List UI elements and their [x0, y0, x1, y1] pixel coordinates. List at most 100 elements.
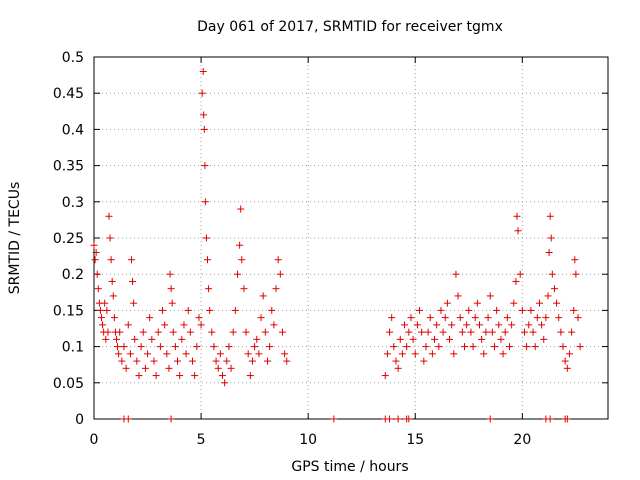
data-point [166, 270, 174, 278]
data-point [200, 125, 208, 133]
data-point [278, 328, 286, 336]
data-point [420, 357, 428, 365]
data-point [93, 270, 101, 278]
chart-title: Day 061 of 2017, SRMTID for receiver tgm… [197, 19, 503, 35]
data-point [227, 364, 235, 372]
data-point [548, 270, 556, 278]
data-point [452, 270, 460, 278]
data-point [461, 343, 469, 351]
y-tick-label: 0.05 [53, 376, 84, 392]
data-point [150, 357, 158, 365]
data-point-zero [563, 415, 571, 423]
data-point [101, 299, 109, 307]
data-point [454, 292, 462, 300]
data-point [91, 256, 99, 264]
data-point [458, 328, 466, 336]
data-point [418, 328, 426, 336]
data-point [103, 306, 111, 314]
data-point [281, 350, 289, 358]
data-point [426, 314, 434, 322]
data-point [523, 343, 531, 351]
data-point [199, 67, 207, 75]
grid-layer [94, 57, 608, 419]
data-point [446, 335, 454, 343]
data-point [176, 372, 184, 380]
data-point [129, 277, 137, 285]
data-point [141, 364, 149, 372]
data-point [174, 357, 182, 365]
data-point [433, 321, 441, 329]
data-point [510, 299, 518, 307]
data-point [259, 292, 267, 300]
data-point [206, 306, 214, 314]
data-point [167, 285, 175, 293]
data-point [478, 335, 486, 343]
data-point [463, 321, 471, 329]
data-point [565, 350, 573, 358]
data-point [102, 335, 110, 343]
data-point [480, 350, 488, 358]
data-point [531, 343, 539, 351]
data-point [550, 285, 558, 293]
data-point [467, 328, 475, 336]
data-point [409, 335, 417, 343]
data-point [505, 343, 513, 351]
data-point [542, 314, 550, 322]
data-point [545, 248, 553, 256]
data-point [392, 357, 400, 365]
data-point [116, 328, 124, 336]
data-point [255, 350, 263, 358]
data-point [201, 162, 209, 170]
data-point [403, 343, 411, 351]
data-point [276, 270, 284, 278]
data-point [266, 343, 274, 351]
data-point [501, 328, 509, 336]
data-point [130, 299, 138, 307]
data-point [92, 248, 100, 256]
x-tick-label: 0 [90, 432, 99, 448]
data-point [154, 328, 162, 336]
data-point [225, 343, 233, 351]
data-point [544, 292, 552, 300]
data-point [182, 350, 190, 358]
data-point [104, 328, 112, 336]
data-point [248, 357, 256, 365]
data-point [538, 321, 546, 329]
data-point [574, 314, 582, 322]
data-point [553, 299, 561, 307]
y-axis-label: SRMTID / TECUs [7, 182, 23, 295]
data-point [110, 314, 118, 322]
data-point [126, 350, 134, 358]
data-point [127, 256, 135, 264]
data-point [208, 328, 216, 336]
data-point [200, 111, 208, 119]
data-point [184, 306, 192, 314]
x-axis-label: GPS time / hours [291, 459, 408, 475]
data-point [178, 335, 186, 343]
data-point [499, 350, 507, 358]
data-point [189, 357, 197, 365]
data-point [107, 256, 115, 264]
data-point [122, 364, 130, 372]
data-point [115, 350, 123, 358]
data-point [163, 350, 171, 358]
data-point [411, 350, 419, 358]
data-point [435, 343, 443, 351]
data-point [201, 198, 209, 206]
data-point [383, 350, 391, 358]
data-point [137, 343, 145, 351]
data-point [212, 357, 220, 365]
data-point [456, 314, 464, 322]
data-point [236, 241, 244, 249]
data-point [555, 314, 563, 322]
data-point [386, 328, 394, 336]
x-tick-labels: 0 5 10 15 20 [90, 432, 532, 448]
data-point [214, 364, 222, 372]
data-point [476, 321, 483, 329]
data-point [272, 285, 280, 293]
data-point [257, 314, 265, 322]
data-point [469, 343, 477, 351]
y-tick-label: 0.45 [53, 86, 84, 102]
data-point [193, 343, 201, 351]
data-point [148, 335, 156, 343]
